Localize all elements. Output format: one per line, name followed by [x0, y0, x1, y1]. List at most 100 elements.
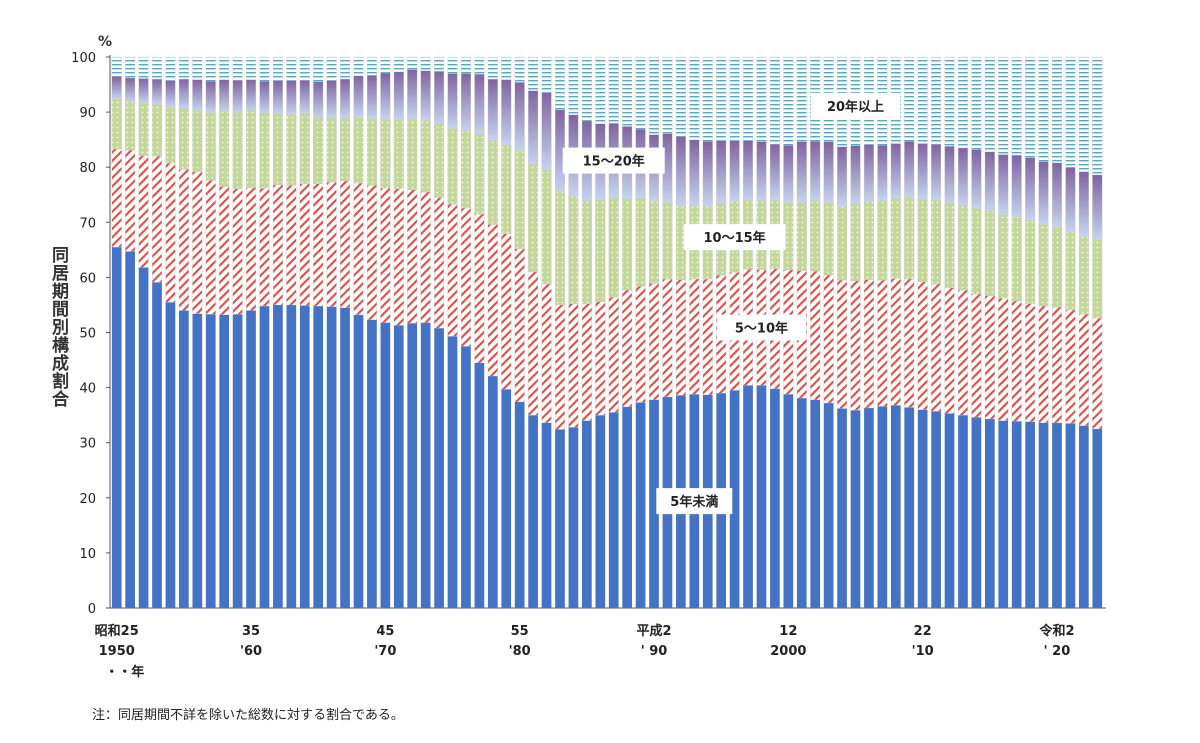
bar-segment-4: [904, 141, 915, 198]
bar-segment-2: [984, 295, 995, 420]
bar-segment-3: [501, 145, 512, 235]
bar-segment-3: [232, 112, 243, 189]
bar-segment-3: [1078, 236, 1089, 315]
bar-segment-2: [810, 271, 821, 400]
y-tick-label: 90: [79, 106, 96, 121]
bar-segment-5: [152, 56, 162, 80]
bar-segment-2: [1025, 303, 1036, 422]
bar-segment-5: [649, 56, 659, 135]
bar-segment-4: [541, 92, 552, 171]
bar-segment-5: [756, 56, 767, 142]
bar-segment-4: [944, 146, 955, 204]
bar-segment-2: [568, 303, 579, 428]
bar-segment-2: [850, 280, 861, 411]
bar-segment-5: [299, 56, 310, 81]
bar-segment-5: [178, 56, 189, 80]
bar-segment-1: [286, 304, 297, 608]
bar-segment-1: [393, 325, 404, 608]
bar-segment-5: [125, 56, 136, 79]
bar-segment-3: [904, 197, 915, 280]
bar-segment-4: [474, 73, 485, 135]
bar-segment-2: [971, 293, 982, 418]
bar-segment-4: [259, 81, 270, 114]
bar-segment-2: [823, 275, 834, 404]
bar-segment-2: [246, 187, 257, 311]
bar-segment-3: [111, 99, 122, 150]
bar-segment-3: [393, 119, 404, 189]
bar-segment-1: [555, 429, 565, 608]
bar-segment-1: [958, 415, 968, 608]
bar-segment-3: [662, 202, 673, 280]
bar-segment-1: [864, 407, 874, 608]
bar-segment-1: [353, 314, 364, 608]
bar-segment-4: [931, 143, 942, 201]
bar-segment-3: [380, 118, 391, 189]
bar-segment-5: [501, 56, 512, 80]
bar-segment-4: [393, 71, 404, 120]
series-label: 5年未満: [670, 494, 718, 510]
bar-segment-2: [152, 156, 162, 283]
bar-segment-2: [138, 155, 149, 268]
bar-segment-2: [931, 283, 942, 412]
bar-segment-2: [326, 181, 337, 307]
bar-segment-2: [863, 279, 874, 409]
x-tick-sublabel: ' 20: [1044, 644, 1071, 659]
bar-segment-1: [165, 302, 176, 608]
y-tick-label: 30: [79, 437, 96, 452]
bar-segment-4: [689, 139, 700, 206]
bar-segment-3: [581, 201, 592, 304]
bar-segment-2: [622, 289, 633, 408]
bar-segment-2: [1038, 305, 1049, 424]
bar-segment-3: [595, 199, 606, 302]
bar-segment-2: [957, 289, 968, 416]
bar-segment-5: [393, 56, 404, 73]
bar-segment-1: [219, 314, 230, 608]
bar-segment-4: [501, 79, 512, 146]
bar-segment-1: [622, 406, 632, 608]
bar-segment-4: [528, 90, 539, 165]
bar-segment-1: [326, 306, 337, 608]
bar-segment-3: [407, 118, 418, 190]
bar-segment-5: [340, 56, 351, 80]
bar-segment-4: [1011, 154, 1022, 218]
bar-segment-5: [1078, 56, 1089, 172]
bar-segment-1: [850, 410, 861, 608]
bar-segment-1: [1038, 422, 1049, 608]
x-tick-sublabel: '60: [240, 644, 262, 659]
y-tick-label: 10: [79, 547, 96, 562]
bar-segment-2: [178, 169, 189, 311]
bar-segment-5: [608, 56, 619, 124]
bar-segment-3: [420, 120, 431, 193]
bar-segment-3: [205, 113, 216, 181]
bar-segment-2: [393, 188, 404, 326]
bar-segment-2: [528, 271, 539, 416]
bar-segment-4: [326, 80, 337, 119]
bar-segment-2: [487, 224, 498, 377]
bar-segment-3: [1052, 227, 1062, 308]
bar-segment-1: [649, 399, 659, 608]
bar-segment-1: [367, 319, 377, 608]
bar-segment-5: [380, 56, 391, 74]
bar-segment-1: [407, 323, 418, 608]
x-tick-sublabel: ' 90: [641, 644, 668, 659]
bar-segment-2: [1078, 314, 1089, 426]
x-unit-label: ・・年: [105, 664, 144, 680]
bar-segment-3: [796, 202, 807, 271]
bar-segment-3: [353, 116, 364, 184]
bar-segment-4: [192, 79, 203, 111]
bar-segment-4: [1052, 162, 1062, 228]
series-label: 5～10年: [735, 321, 788, 337]
bar-segment-4: [1092, 174, 1103, 241]
bar-segment-5: [662, 56, 673, 134]
bar-segment-3: [165, 106, 176, 164]
bar-segment-1: [810, 399, 821, 608]
bar-segment-1: [501, 389, 512, 608]
bar-segment-4: [810, 141, 821, 201]
bar-segment-1: [461, 346, 471, 608]
bar-segment-3: [850, 203, 861, 281]
x-tick-label: 令和2: [1039, 623, 1074, 639]
bar-segment-2: [111, 148, 122, 248]
bar-segment-2: [514, 248, 525, 403]
bar-segment-2: [837, 280, 848, 409]
